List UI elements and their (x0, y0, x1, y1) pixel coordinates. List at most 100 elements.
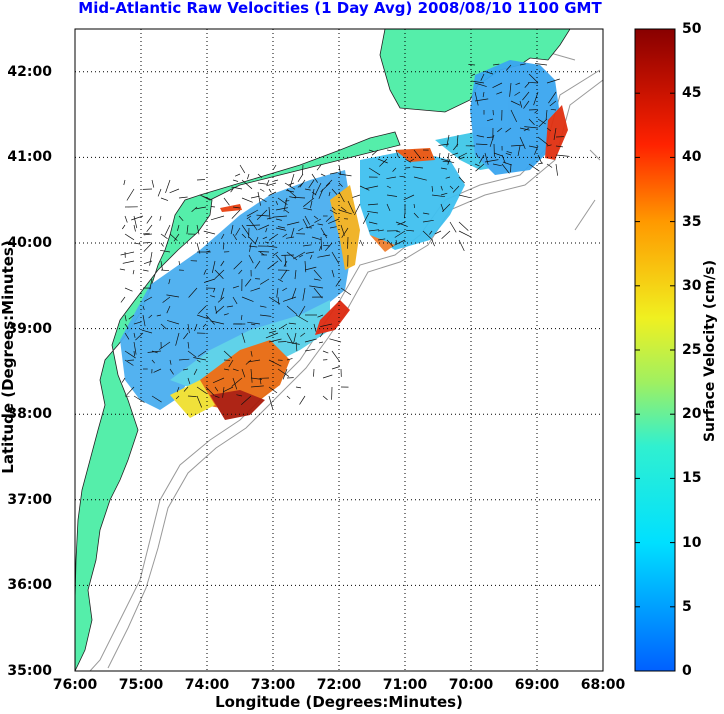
velocity-vector (203, 269, 207, 275)
velocity-vector (331, 366, 340, 370)
velocity-vector (458, 221, 469, 231)
velocity-vector (133, 224, 136, 232)
velocity-vector (319, 332, 324, 338)
velocity-vector (268, 338, 282, 343)
x-tick-label: 75:00 (118, 677, 164, 693)
velocity-vector (311, 236, 322, 241)
velocity-vector (534, 63, 548, 66)
velocity-vector (317, 314, 324, 318)
velocity-vector (528, 118, 535, 125)
x-tick-label: 73:00 (250, 677, 296, 693)
velocity-vector (458, 176, 465, 184)
velocity-vector (325, 242, 333, 252)
colorbar-tick-label: 50 (682, 21, 702, 37)
velocity-vector (322, 374, 333, 379)
velocity-vector (285, 236, 295, 239)
colorbar-tick-label: 40 (682, 149, 702, 166)
velocity-vector (212, 377, 225, 384)
velocity-vector (449, 221, 457, 233)
velocity-vector (217, 296, 225, 303)
velocity-vector (309, 224, 315, 228)
velocity-vector (527, 81, 539, 84)
velocity-vector (286, 190, 295, 193)
colorbar-tick-label: 45 (682, 85, 702, 102)
velocity-vector (236, 394, 243, 397)
velocity-vector (248, 254, 254, 264)
velocity-vector (143, 242, 153, 252)
y-tick-label: 41:00 (7, 149, 52, 166)
velocity-vector (528, 163, 540, 172)
colorbar-tick-label: 20 (682, 406, 702, 423)
velocity-vector (232, 368, 239, 372)
velocity-vector (211, 260, 216, 273)
velocity-vector (298, 305, 306, 317)
velocity-vector (250, 350, 253, 357)
velocity-vector (153, 368, 162, 373)
velocity-vector (162, 296, 171, 303)
velocity-vector (260, 278, 270, 285)
velocity-vector (295, 386, 302, 389)
velocity-vector (232, 179, 239, 182)
velocity-vector (239, 164, 246, 174)
velocity-vector (256, 209, 268, 220)
velocity-vector (484, 159, 499, 163)
velocity-vector (268, 191, 277, 196)
velocity-vector (196, 395, 203, 408)
velocity-vector (288, 322, 297, 325)
velocity-vector (335, 278, 342, 287)
velocity-vector (528, 145, 538, 148)
velocity-vector (482, 91, 485, 98)
velocity-vector (265, 332, 279, 339)
velocity-vector (264, 241, 270, 244)
velocity-vector (555, 154, 570, 157)
velocity-vector (187, 323, 190, 334)
velocity-vector (470, 73, 476, 77)
velocity-vector (124, 233, 135, 241)
velocity-vector (284, 209, 290, 214)
velocity-vector (453, 143, 459, 151)
velocity-vector (124, 314, 127, 322)
velocity-vector (222, 386, 225, 398)
velocity-vector (367, 210, 379, 214)
velocity-vector (471, 80, 485, 84)
velocity-vector (188, 287, 198, 298)
velocity-vector (286, 332, 294, 344)
y-tick-label: 39:00 (7, 320, 52, 337)
velocity-vector (304, 188, 311, 191)
velocity-vector (302, 164, 304, 175)
velocity-vector (149, 278, 153, 290)
velocity-vector (250, 287, 261, 292)
velocity-vector (282, 296, 297, 302)
velocity-vector (124, 215, 128, 223)
velocity-vector (548, 91, 557, 104)
velocity-vector (289, 173, 295, 188)
velocity-vector (309, 254, 313, 260)
velocity-vector (305, 226, 313, 229)
velocity-vector (266, 182, 277, 187)
velocity-vector (537, 154, 543, 164)
velocity-vector (124, 350, 136, 359)
velocity-vector (304, 266, 317, 271)
y-tick-label: 36:00 (7, 577, 52, 594)
velocity-vector (299, 395, 306, 405)
velocity-vector (395, 239, 398, 245)
velocity-vector (231, 209, 241, 219)
velocity-vector (126, 188, 135, 201)
velocity-vector (313, 215, 319, 220)
velocity-vector (210, 215, 225, 221)
velocity-vector (440, 167, 447, 170)
velocity-vector (119, 268, 126, 271)
velocity-vector (275, 207, 288, 211)
velocity-vector (222, 242, 225, 250)
velocity-vector (395, 221, 408, 227)
x-tick-label: 72:00 (316, 677, 362, 693)
velocity-vector (399, 175, 406, 178)
velocity-vector (354, 203, 361, 216)
velocity-vector (143, 260, 153, 265)
velocity-vector (246, 209, 259, 217)
velocity-vector (151, 179, 155, 188)
velocity-vector (546, 163, 553, 168)
velocity-vector (187, 350, 197, 358)
velocity-vector (338, 209, 352, 215)
velocity-vector (290, 227, 295, 238)
